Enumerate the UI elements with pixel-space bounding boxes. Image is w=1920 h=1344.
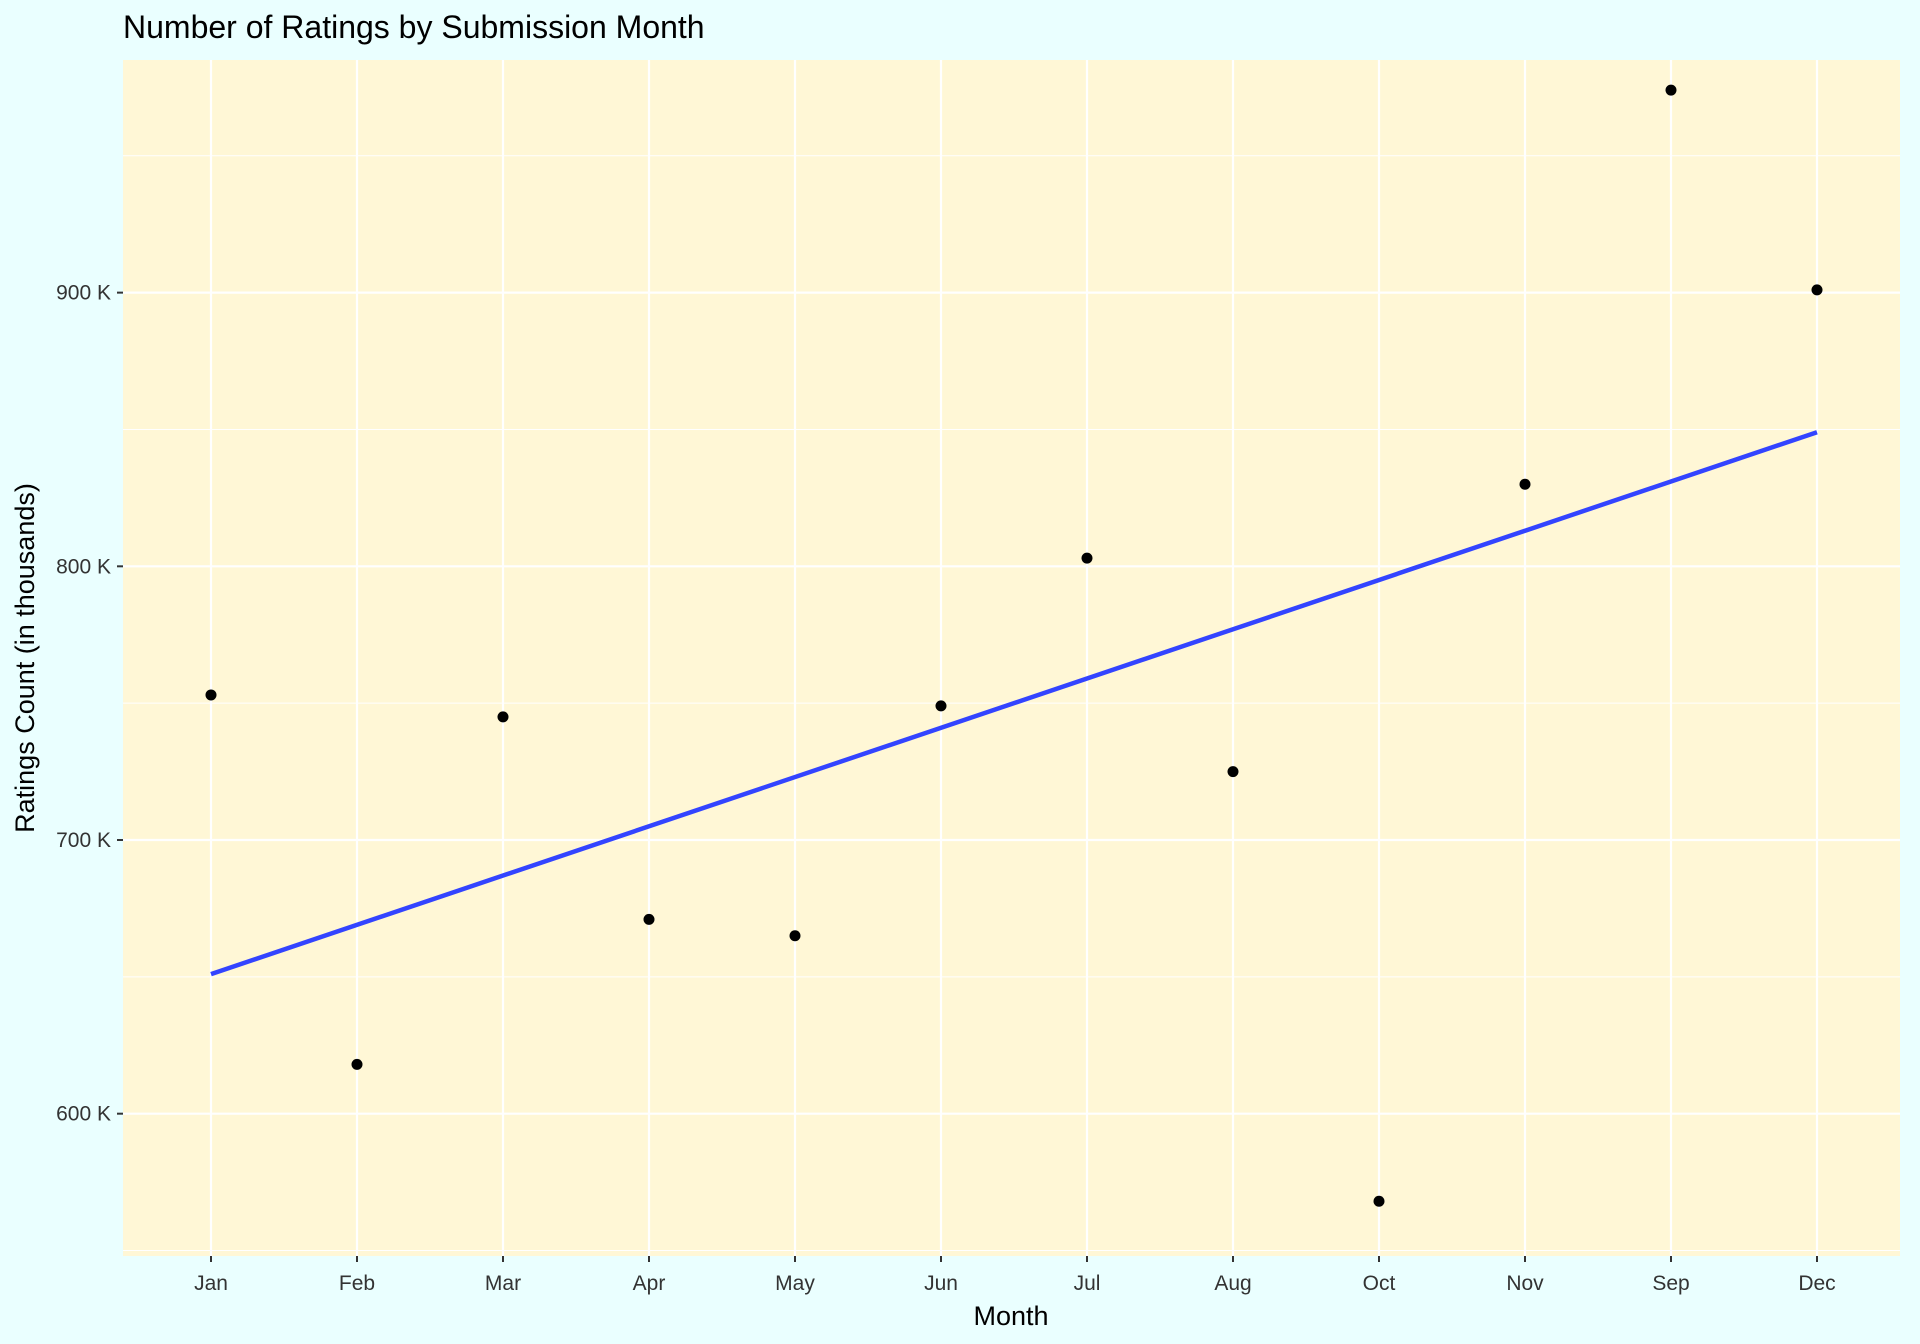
- data-point: [935, 700, 947, 712]
- x-tick-label: Jan: [194, 1272, 228, 1295]
- data-point: [1811, 284, 1823, 296]
- x-tick-label: Aug: [1214, 1272, 1251, 1295]
- data-point: [1081, 552, 1093, 564]
- x-axis-title: Month: [973, 1301, 1048, 1331]
- data-point: [1665, 84, 1677, 96]
- y-axis-title: Ratings Count (in thousands): [10, 483, 40, 833]
- plot-panel: [123, 60, 1900, 1256]
- x-tick-label: Mar: [485, 1272, 521, 1295]
- x-tick-label: Jun: [924, 1272, 958, 1295]
- data-point: [497, 711, 509, 723]
- y-tick-label: 800 K: [56, 555, 111, 578]
- grid-major: [123, 60, 1900, 1256]
- x-tick-label: Jul: [1074, 1272, 1101, 1295]
- points-layer: [205, 84, 1823, 1207]
- x-tick-label: Apr: [633, 1272, 666, 1295]
- data-point: [789, 930, 801, 942]
- x-tick-label: Nov: [1506, 1272, 1544, 1295]
- data-point: [351, 1058, 363, 1070]
- y-axis: 600 K 700 K 800 K 900 K: [56, 282, 123, 1126]
- data-point: [1519, 478, 1531, 490]
- y-tick-label: 600 K: [56, 1103, 111, 1126]
- data-point: [1227, 766, 1239, 778]
- x-tick-label: Dec: [1798, 1272, 1835, 1295]
- trend-layer: [210, 430, 1818, 977]
- chart-title: Number of Ratings by Submission Month: [123, 9, 705, 45]
- data-point: [205, 689, 217, 701]
- data-point: [1373, 1195, 1385, 1207]
- x-tick-label: Sep: [1652, 1272, 1689, 1295]
- y-tick-label: 700 K: [56, 829, 111, 852]
- trend-line: [210, 430, 1818, 977]
- x-tick-label: Feb: [339, 1272, 375, 1295]
- x-axis: Jan Feb Mar Apr May Jun Jul Aug Oct Nov Sep Dec: [194, 1256, 1836, 1295]
- x-tick-label: Oct: [1363, 1272, 1396, 1295]
- data-point: [643, 913, 655, 925]
- x-tick-label: May: [775, 1272, 815, 1295]
- y-tick-label: 900 K: [56, 282, 111, 305]
